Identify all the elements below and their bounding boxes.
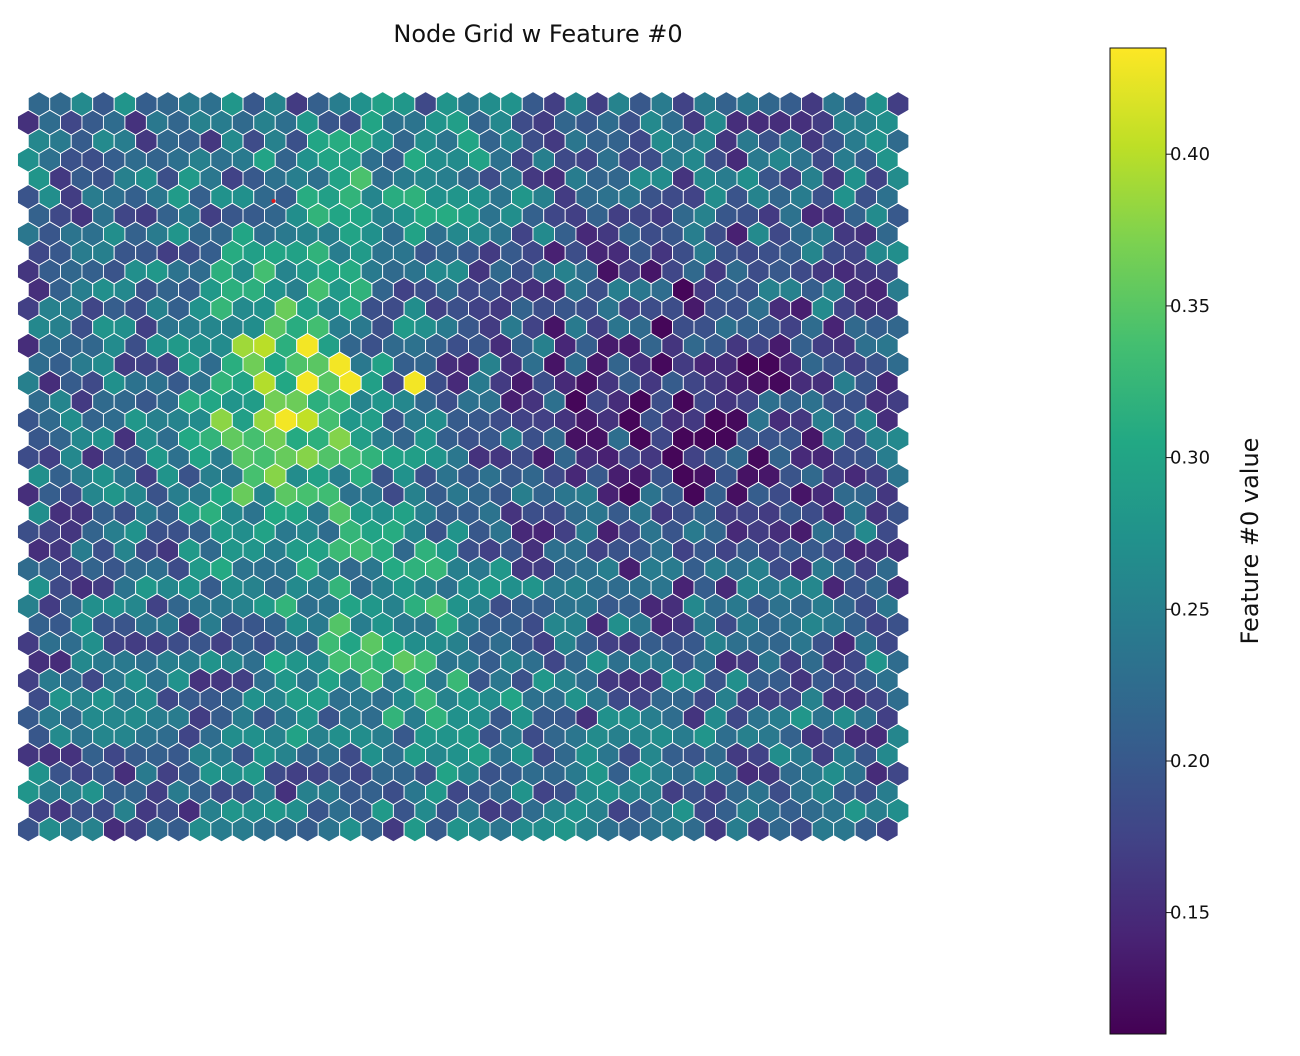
colorbar-tick-label: 0.25 [1170, 599, 1210, 620]
colorbar: 0.15 0.20 0.25 0.30 0.35 0.40 Feature #0 valu… [1109, 47, 1264, 1035]
colorbar-tick-label: 0.30 [1170, 448, 1210, 469]
chart-title: Node Grid w Feature #0 [393, 20, 683, 48]
marker-dot [271, 199, 276, 203]
colorbar-gradient [1109, 47, 1167, 1035]
colorbar-ticks: 0.15 0.20 0.25 0.30 0.35 0.40 [1166, 144, 1210, 924]
hex-cell [876, 816, 899, 843]
colorbar-tick-label: 0.15 [1170, 903, 1210, 924]
colorbar-tick-label: 0.20 [1170, 751, 1210, 772]
hex-cells [17, 91, 910, 843]
hex-grid-plot [17, 91, 910, 843]
colorbar-tick-label: 0.40 [1170, 144, 1210, 165]
colorbar-tick-label: 0.35 [1170, 296, 1210, 317]
colorbar-label: Feature #0 value [1236, 438, 1264, 645]
